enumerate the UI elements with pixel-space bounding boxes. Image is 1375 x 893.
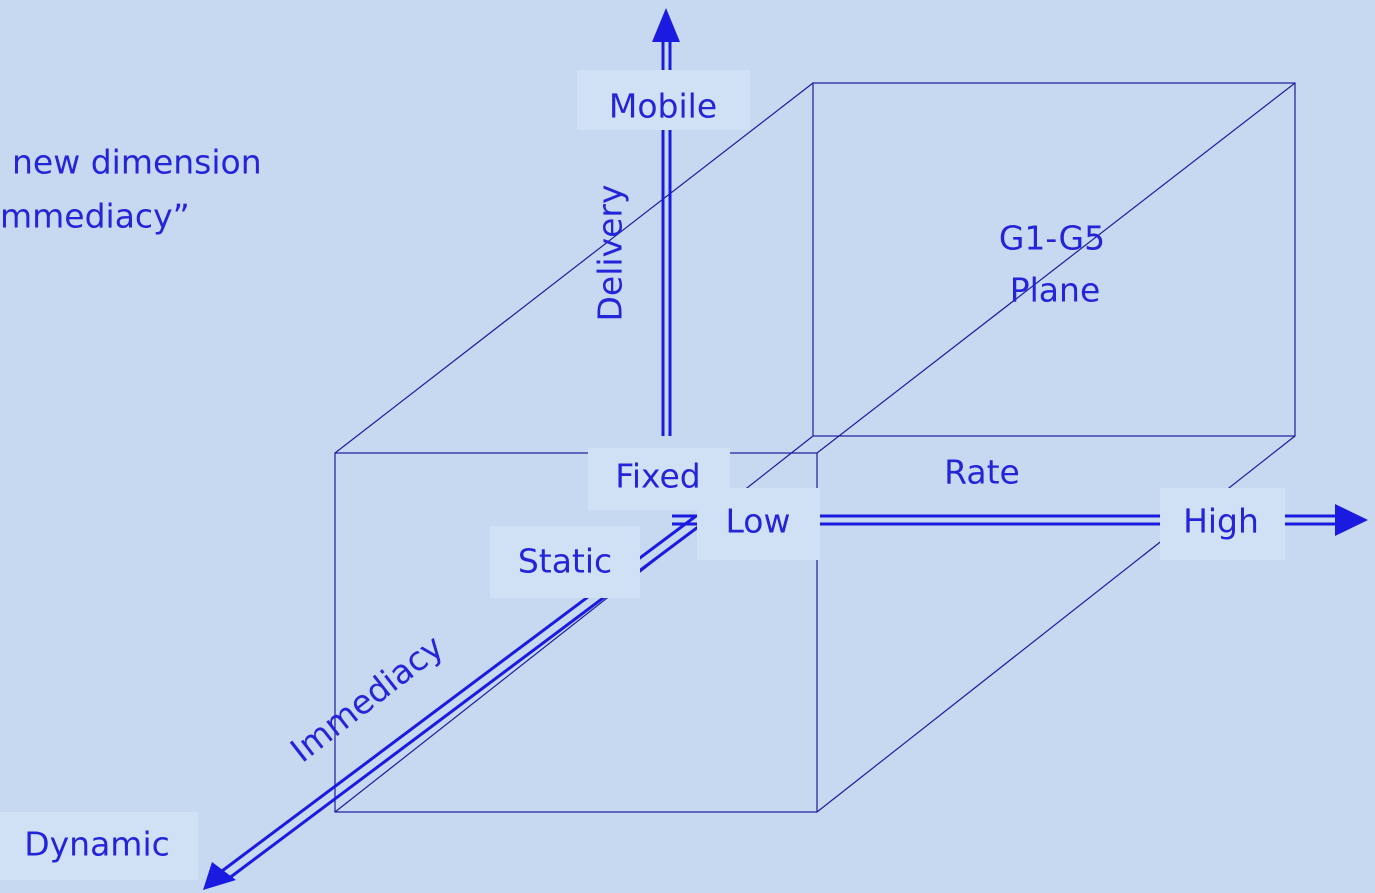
- cube-edge: [816, 82, 1296, 454]
- label-box: [1160, 488, 1285, 560]
- back-face: [812, 82, 1296, 437]
- axis-low: Low: [726, 502, 791, 541]
- axis-high: Mobile: [609, 87, 717, 126]
- label-box: [0, 812, 198, 880]
- plane-label: G1-G5: [999, 219, 1105, 258]
- cube-edge: [334, 82, 814, 454]
- intro-line: mmediacy”: [0, 197, 190, 236]
- axis-name: Rate: [944, 453, 1020, 492]
- plane-label: Plane: [1010, 271, 1101, 310]
- front-face: [334, 452, 818, 813]
- axis-low: Static: [518, 542, 612, 581]
- axis-name: Delivery: [591, 185, 630, 322]
- label-box: [490, 526, 640, 598]
- label-box: [577, 70, 750, 130]
- axis-high: Dynamic: [24, 825, 170, 864]
- label-box: [697, 488, 820, 560]
- axis-high: High: [1183, 502, 1259, 541]
- intro-line: new dimension: [12, 143, 262, 182]
- axis-low: Fixed: [615, 457, 701, 496]
